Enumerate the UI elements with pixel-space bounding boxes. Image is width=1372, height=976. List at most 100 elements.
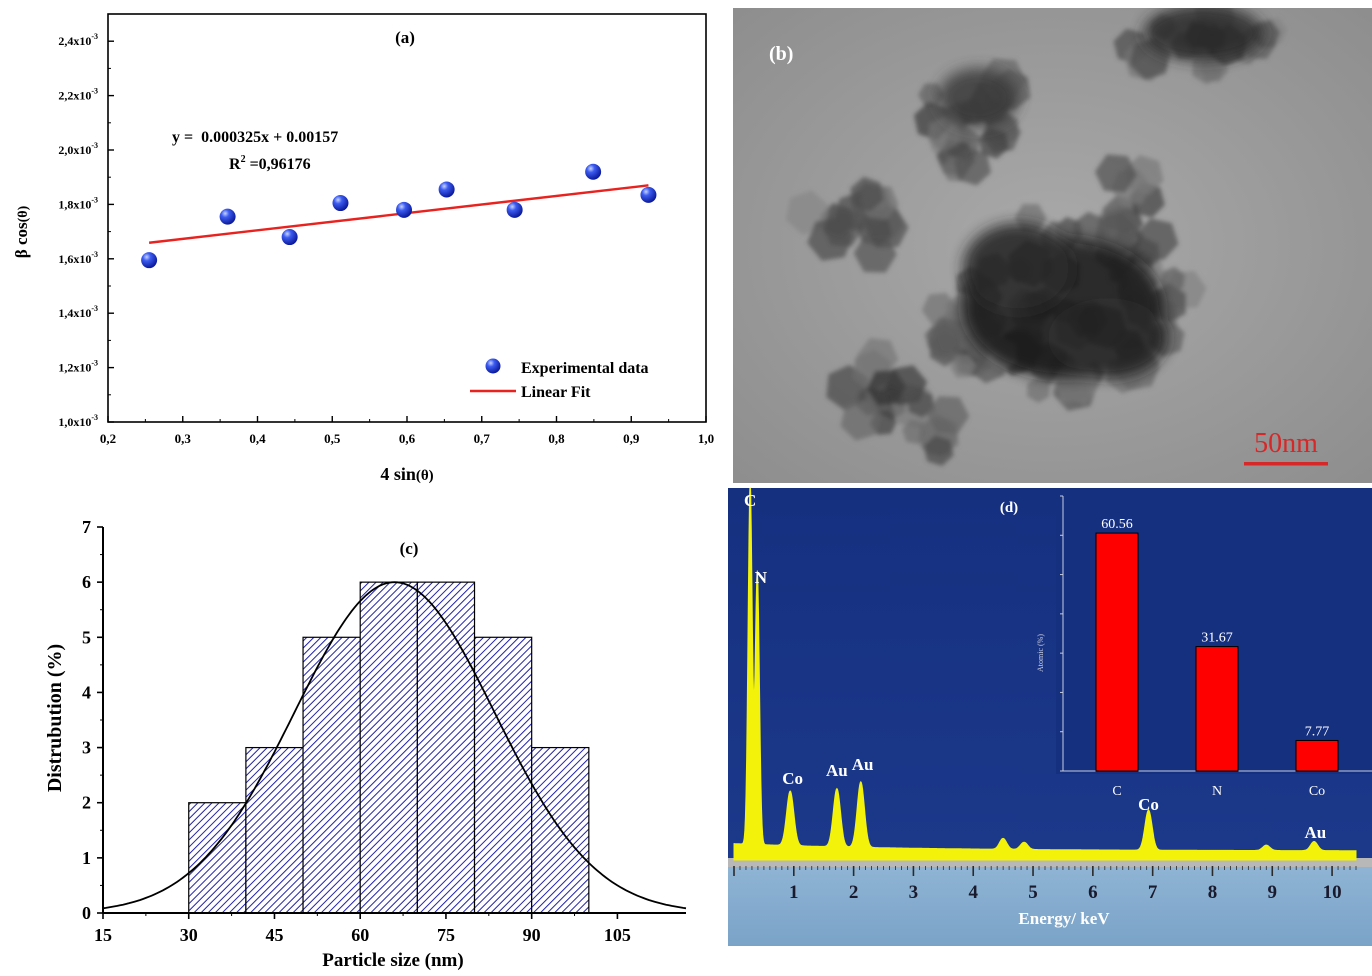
- x-tick-label: 1,0: [698, 431, 714, 446]
- nanoparticle: [954, 147, 991, 186]
- inset-bar: [1095, 532, 1139, 772]
- y-tick-label: 6: [82, 572, 91, 592]
- eds-axis-band: [728, 866, 1372, 946]
- y-tick-base: 1,4x10: [58, 306, 91, 320]
- x-tick-label: 90: [523, 925, 541, 945]
- eds-spectrum-trace: [733, 488, 1357, 861]
- data-point: [640, 186, 657, 203]
- panel-a-xlabel-arg: (θ): [416, 468, 434, 484]
- y-tick-label: 2: [82, 793, 91, 813]
- inset-category-label: N: [1212, 784, 1222, 799]
- eds-inset: (d) Atomic (%) 60.56 C 31.67 N 7.77 Co: [1000, 488, 1372, 799]
- nanoparticle: [978, 127, 1009, 159]
- nanoparticle: [850, 176, 884, 212]
- legend-points-label: Experimental data: [521, 360, 649, 377]
- nanoparticle: [807, 217, 853, 261]
- nanoparticle: [927, 396, 970, 434]
- nanoparticle: [918, 83, 945, 107]
- nanoparticle: [1094, 211, 1138, 256]
- y-tick-base: 1,8x10: [58, 197, 91, 211]
- nanoparticle: [1094, 154, 1137, 193]
- eds-x-tick-label: 5: [1028, 882, 1038, 903]
- y-tick-exp: -3: [91, 195, 98, 204]
- x-tick-label: 15: [94, 925, 112, 945]
- scale-bar: 50nm: [1244, 428, 1328, 466]
- eds-x-tick-label: 6: [1088, 882, 1098, 903]
- eds-xlabel: Energy/ keV: [1018, 909, 1110, 928]
- y-tick-base: 1,6x10: [58, 252, 91, 266]
- panel-a-ylabel: β cos(θ): [12, 205, 31, 258]
- data-point: [141, 252, 158, 269]
- histogram-bar: [245, 746, 304, 914]
- y-tick-label: 1,2x10-3: [58, 359, 98, 375]
- data-point: [585, 163, 602, 180]
- eds-x-tick-label: 7: [1148, 882, 1158, 903]
- y-tick-label: 2,2x10-3: [58, 87, 98, 103]
- eds-x-tick-label: 9: [1268, 882, 1278, 903]
- y-tick-label: 4: [82, 682, 91, 702]
- inset-bar-value: 7.77: [1305, 724, 1330, 739]
- panel-a-points: [141, 163, 657, 269]
- inset-y-ticks: [1060, 495, 1063, 772]
- eds-x-tick-label: 1: [789, 882, 799, 903]
- eds-peak-label: C: [744, 491, 756, 510]
- panel-c-ylabel: Distrubution (%): [44, 644, 66, 792]
- inset-category-label: Co: [1309, 784, 1325, 799]
- panel-a-legend: Experimental data Linear Fit: [470, 358, 649, 401]
- panel-d-label: (d): [1000, 500, 1018, 516]
- y-tick-exp: -3: [91, 141, 98, 150]
- scale-bar-label: 50nm: [1254, 428, 1318, 459]
- x-tick-label: 0,4: [249, 431, 266, 446]
- nanoparticle: [949, 354, 976, 378]
- x-tick-label: 0,2: [100, 431, 116, 446]
- eds-peak-label: Co: [1138, 795, 1159, 814]
- nanoparticle: [1027, 377, 1050, 403]
- y-tick-label: 5: [82, 627, 91, 647]
- nanoparticle: [923, 435, 954, 466]
- y-tick-label: 1,6x10-3: [58, 250, 98, 266]
- inset-bar-value: 31.67: [1201, 631, 1233, 646]
- eds-peak-label: Au: [1304, 823, 1326, 842]
- eds-peak-label: Co: [782, 769, 803, 788]
- data-point: [396, 201, 413, 218]
- legend-point-marker: [485, 358, 501, 374]
- x-tick-label: 0,7: [474, 431, 491, 446]
- y-tick-label: 2,0x10-3: [58, 141, 98, 157]
- x-tick-label: 0,9: [623, 431, 640, 446]
- y-tick-base: 2,4x10: [58, 34, 91, 48]
- eds-peak-label: Au: [852, 755, 874, 774]
- eds-peak-label: Au: [826, 761, 848, 780]
- panel-c-bars: [188, 581, 590, 914]
- data-point: [332, 195, 349, 212]
- nanoparticle: [907, 388, 934, 418]
- x-tick-label: 0,5: [324, 431, 341, 446]
- nanoparticle: [924, 317, 971, 362]
- y-tick-label: 7: [82, 517, 91, 537]
- nanoparticle: [840, 399, 881, 441]
- data-point: [281, 229, 298, 246]
- y-tick-label: 1,0x10-3: [58, 413, 98, 429]
- x-tick-label: 45: [265, 925, 283, 945]
- y-tick-base: 2,0x10: [58, 143, 91, 157]
- nanoparticle: [1135, 218, 1179, 261]
- y-tick-label: 2,4x10-3: [58, 32, 98, 48]
- inset-bars: 60.56 C 31.67 N 7.77 Co: [1095, 517, 1339, 799]
- panel-a-plot-area: 0,2 0,3 0,4 0,5 0,6 0,7 0,8 0,9 1,0 1,0x10-31,2x…: [58, 13, 714, 446]
- inset-category-label: C: [1112, 784, 1121, 799]
- eds-x-tick-label: 2: [849, 882, 859, 903]
- histogram-bar: [416, 581, 476, 914]
- eds-x-tick-label: 4: [968, 882, 978, 903]
- data-point: [506, 201, 523, 218]
- panel-c-y-ticks: 0 1 2 3 4 5 6 7: [82, 517, 103, 923]
- panel-b-label: (b): [769, 43, 793, 65]
- eds-axis-strip: [728, 858, 1372, 867]
- x-tick-label: 0,6: [399, 431, 416, 446]
- inset-bar-value: 60.56: [1101, 517, 1133, 532]
- histogram-bar: [302, 636, 361, 914]
- x-tick-label: 0,8: [548, 431, 565, 446]
- y-tick-label: 3: [82, 738, 91, 758]
- y-tick-exp: -3: [91, 250, 98, 259]
